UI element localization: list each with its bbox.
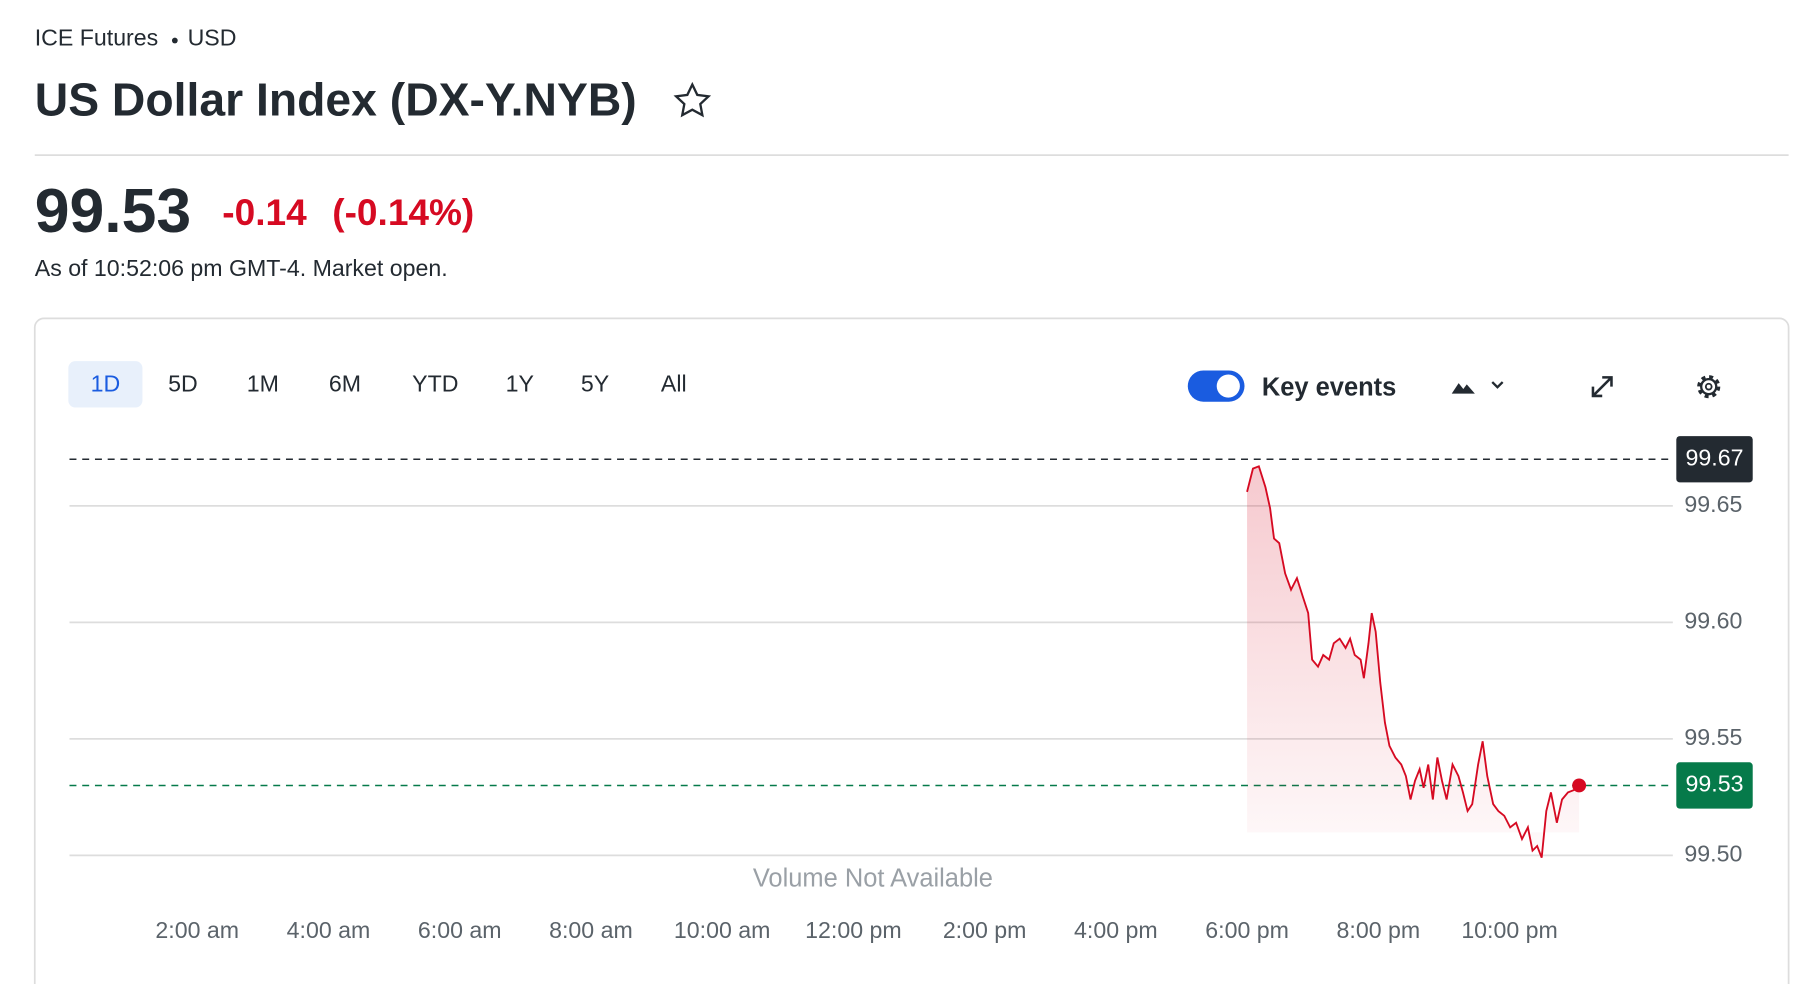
selected-range-bg [68, 361, 143, 408]
x-tick-label: 2:00 am [155, 917, 239, 943]
reference-label: 99.53 [1686, 771, 1744, 797]
range-button[interactable]: 6M [329, 371, 361, 397]
y-tick-label: 99.50 [1684, 840, 1742, 866]
gear-hub [1704, 382, 1713, 391]
as-of: As of 10:52:06 pm GMT-4. Market open. [35, 255, 448, 281]
x-tick-label: 8:00 am [549, 917, 633, 943]
x-tick-label: 10:00 am [674, 917, 770, 943]
key-events-label: Key events [1262, 374, 1396, 402]
watchlist-star[interactable] [673, 81, 712, 118]
change: -0.14 [222, 191, 307, 233]
range-button[interactable]: 1M [247, 371, 279, 397]
chart-type-icon[interactable] [1451, 383, 1475, 394]
gear-ring [1700, 377, 1718, 396]
range-button[interactable]: 5D [168, 371, 198, 397]
x-tick-label: 6:00 am [418, 917, 502, 943]
currency: USD [188, 24, 237, 50]
fullscreen-icon[interactable] [1591, 376, 1613, 398]
y-tick-label: 99.60 [1684, 607, 1742, 633]
reference-label-box [1676, 436, 1753, 483]
y-tick-label: 99.55 [1684, 724, 1742, 750]
settings-icon[interactable] [1697, 375, 1721, 399]
page-title: US Dollar Index (DX-Y.NYB) [35, 73, 637, 125]
gear-teeth [1697, 375, 1721, 399]
y-tick-label: 99.65 [1684, 491, 1742, 517]
change-percent: (-0.14%) [332, 191, 474, 233]
x-tick-label: 4:00 pm [1074, 917, 1158, 943]
reference-label-box [1676, 762, 1753, 809]
separator-dot [171, 37, 178, 44]
chart-type-chevron[interactable] [1491, 381, 1504, 389]
range-button[interactable]: All [661, 371, 687, 397]
area-fill [1247, 466, 1580, 858]
range-button[interactable]: 1D [91, 371, 121, 397]
annotation: Volume Not Available [753, 865, 993, 893]
last-point [1572, 778, 1587, 793]
range-button[interactable]: 1Y [506, 371, 534, 397]
plot: 99.50 99.55 99.60 99.65 2:00 am 4:00 am 6:00 a… [69, 436, 1753, 943]
x-tick-label: 8:00 pm [1337, 917, 1421, 943]
range-buttons: 1D 5D 1M 6M YTD 1Y 5Y All [68, 361, 687, 408]
price-line [1246, 465, 1580, 859]
x-tick-label: 2:00 pm [943, 917, 1027, 943]
range-button[interactable]: YTD [412, 371, 458, 397]
price: 99.53 [35, 176, 191, 246]
range-button[interactable]: 5Y [581, 371, 609, 397]
toggle-knob [1216, 374, 1240, 398]
reference-label: 99.67 [1686, 444, 1744, 470]
exchange: ICE Futures [35, 24, 158, 50]
x-tick-label: 10:00 pm [1461, 917, 1557, 943]
x-tick-label: 12:00 pm [805, 917, 901, 943]
x-tick-label: 6:00 pm [1205, 917, 1289, 943]
chart-card [33, 317, 1790, 984]
x-tick-label: 4:00 am [287, 917, 371, 943]
